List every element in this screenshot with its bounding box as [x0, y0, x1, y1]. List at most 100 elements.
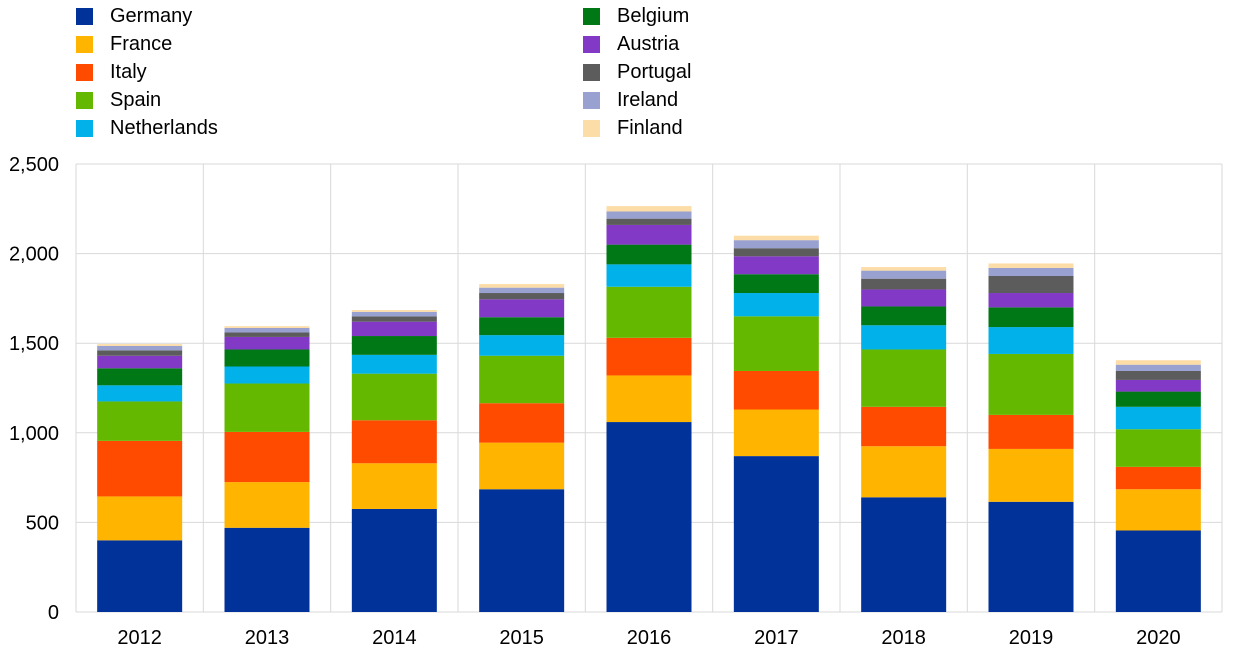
- bar-2019-austria: [988, 293, 1074, 308]
- bar-2016-germany: [606, 422, 692, 612]
- bar-2017-portugal: [733, 248, 819, 257]
- legend-label: France: [110, 33, 173, 56]
- bar-2013-portugal: [224, 332, 310, 337]
- x-tick-label: 2019: [1009, 627, 1054, 649]
- bar-2018-germany: [861, 497, 947, 612]
- x-axis-ticks: 2012 2013 2014 2015 2016 2017 2018 2019 2020: [117, 627, 1180, 649]
- legend-label: Finland: [617, 116, 683, 139]
- legend-swatch-portugal: [583, 63, 600, 81]
- bar-2017-austria: [733, 256, 819, 275]
- legend-swatch-france: [76, 36, 93, 54]
- bar-2017-finland: [733, 235, 819, 241]
- bar-2012-finland: [97, 344, 183, 346]
- bar-2013-netherlands: [224, 366, 310, 384]
- bar-2015-belgium: [479, 317, 565, 336]
- bar-2017-ireland: [733, 240, 819, 249]
- legend-item-italy: Italy: [76, 59, 218, 87]
- legend-swatch-italy: [76, 63, 93, 81]
- bar-2015-france: [479, 442, 565, 490]
- bar-2012-austria: [97, 355, 183, 369]
- legend-label: Spain: [110, 88, 162, 111]
- bar-2020-france: [1115, 489, 1201, 531]
- bar-2014-france: [351, 463, 437, 509]
- legend-label: Ireland: [617, 88, 679, 111]
- bar-2013-belgium: [224, 349, 310, 367]
- bar-2016-belgium: [606, 244, 692, 265]
- legend-swatch-austria: [583, 36, 600, 54]
- bar-2014-belgium: [351, 336, 437, 355]
- bar-2013-germany: [224, 527, 310, 612]
- legend-swatch-netherlands: [76, 119, 93, 137]
- legend-item-netherlands: Netherlands: [76, 114, 218, 142]
- bar-2018-austria: [861, 289, 947, 307]
- bar-2018-ireland: [861, 270, 947, 279]
- legend-item-portugal: Portugal: [583, 59, 692, 87]
- bar-2017-netherlands: [733, 293, 819, 317]
- legend-swatch-germany: [76, 8, 93, 26]
- bar-2020-austria: [1115, 379, 1201, 392]
- y-tick-label: 2,500: [9, 154, 59, 176]
- legend-swatch-ireland: [583, 91, 600, 109]
- bar-2019-france: [988, 448, 1074, 502]
- y-tick-label: 0: [48, 602, 59, 624]
- bar-2016-netherlands: [606, 264, 692, 287]
- bar-2020-portugal: [1115, 370, 1201, 380]
- bar-2014-ireland: [351, 311, 437, 317]
- bar-2016-finland: [606, 206, 692, 212]
- bar-2012-portugal: [97, 350, 183, 356]
- legend-label: Netherlands: [110, 116, 218, 139]
- bar-2013-france: [224, 482, 310, 528]
- x-tick-label: 2015: [499, 627, 544, 649]
- bar-2014-austria: [351, 321, 437, 337]
- bar-2013-austria: [224, 336, 310, 350]
- legend-item-austria: Austria: [583, 31, 692, 59]
- bar-2019-belgium: [988, 307, 1074, 328]
- bar-2015-italy: [479, 403, 565, 443]
- y-tick-label: 500: [26, 512, 59, 534]
- bar-2020-belgium: [1115, 391, 1201, 407]
- x-tick-label: 2013: [245, 627, 290, 649]
- bar-2016-italy: [606, 337, 692, 376]
- y-tick-label: 1,500: [9, 333, 59, 355]
- bar-2014-italy: [351, 420, 437, 464]
- bar-2014-netherlands: [351, 354, 437, 374]
- bar-2013-finland: [224, 326, 310, 328]
- bar-2016-austria: [606, 224, 692, 245]
- bar-2015-portugal: [479, 293, 565, 300]
- bar-2019-germany: [988, 501, 1074, 612]
- legend-item-france: France: [76, 31, 218, 59]
- bar-2019-spain: [988, 353, 1074, 415]
- y-tick-label: 2,000: [9, 244, 59, 266]
- bar-2020-ireland: [1115, 364, 1201, 371]
- legend-label: Italy: [110, 60, 147, 83]
- bar-2019-netherlands: [988, 327, 1074, 354]
- y-axis-ticks: 0 500 1,000 1,500 2,000 2,500: [9, 154, 59, 624]
- bar-2019-ireland: [988, 267, 1074, 276]
- bar-2020-germany: [1115, 530, 1201, 612]
- bar-2018-france: [861, 446, 947, 498]
- legend-item-finland: Finland: [583, 114, 692, 142]
- bar-2013-italy: [224, 431, 310, 483]
- legend-item-belgium: Belgium: [583, 3, 692, 31]
- bar-2019-finland: [988, 263, 1074, 268]
- bar-2012-ireland: [97, 345, 183, 351]
- bar-2014-portugal: [351, 316, 437, 322]
- bar-2018-italy: [861, 406, 947, 447]
- bar-2012-spain: [97, 401, 183, 441]
- bar-2020-italy: [1115, 466, 1201, 490]
- x-tick-label: 2016: [627, 627, 672, 649]
- bar-2012-netherlands: [97, 385, 183, 402]
- legend-label: Belgium: [617, 5, 690, 28]
- bar-2016-france: [606, 375, 692, 423]
- x-tick-label: 2014: [372, 627, 417, 649]
- bar-2017-belgium: [733, 274, 819, 294]
- bar-2019-portugal: [988, 276, 1074, 294]
- bar-2015-ireland: [479, 287, 565, 294]
- bar-2016-spain: [606, 286, 692, 338]
- bar-2014-germany: [351, 508, 437, 612]
- bar-2020-spain: [1115, 429, 1201, 467]
- bar-2018-finland: [861, 267, 947, 271]
- legend-column-right: Belgium Austria Portugal Ireland Finland: [583, 3, 692, 142]
- legend-swatch-belgium: [583, 8, 600, 26]
